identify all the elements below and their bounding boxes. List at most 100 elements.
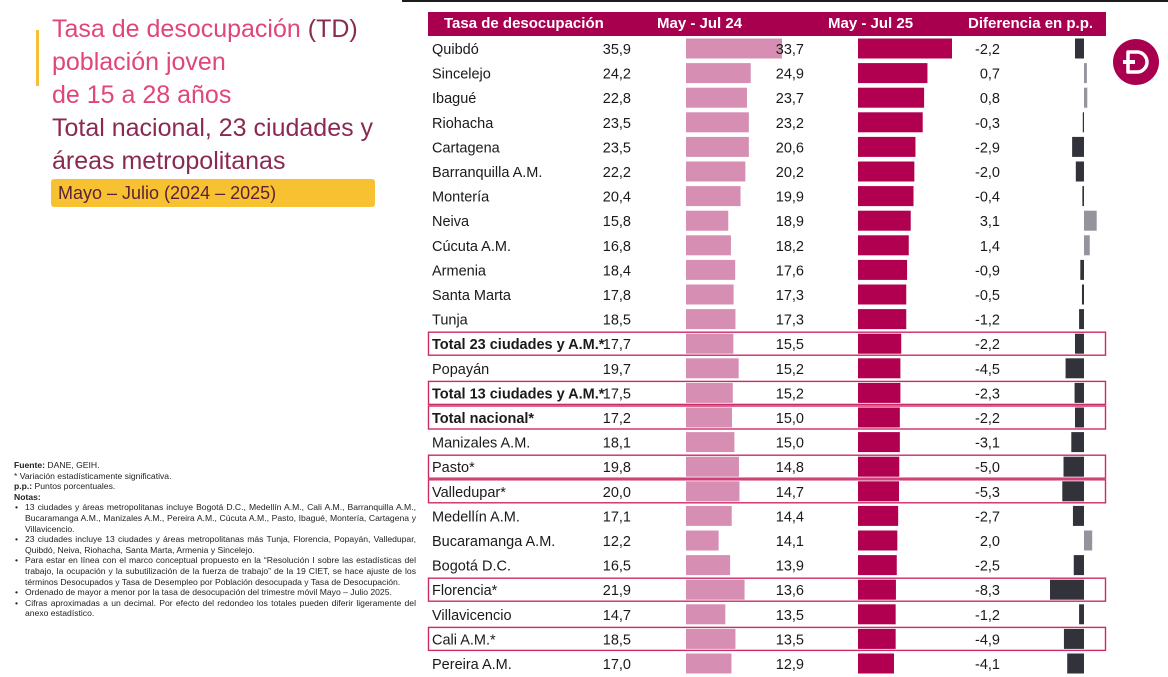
row-label: Cúcuta A.M.: [432, 239, 511, 255]
value-label-2024: 19,7: [603, 362, 631, 378]
row-label: Sincelejo: [432, 67, 491, 83]
difference-bar: [1072, 505, 1084, 526]
value-label-2024: 18,5: [603, 313, 631, 329]
row-label: Bogotá D.C.: [432, 559, 511, 575]
value-label-2024: 14,7: [603, 608, 631, 624]
logo-icon: [1113, 39, 1159, 85]
notes-list: • 13 ciudades y áreas metropolitanas incl…: [14, 502, 416, 619]
bar-2024: [686, 333, 734, 354]
difference-label: 0,8: [980, 91, 1000, 107]
bar-2025: [858, 432, 900, 453]
value-label-2024: 23,5: [603, 116, 631, 132]
note-text: Cifras aproximadas a un decimal. Por efe…: [25, 597, 416, 619]
bar-2024: [686, 382, 733, 403]
difference-label: -1,2: [975, 313, 1000, 329]
pp-text: Puntos porcentuales.: [32, 481, 116, 492]
bar-2024: [686, 505, 732, 526]
value-label-2024: 18,1: [603, 436, 631, 452]
value-label-2025: 13,5: [776, 608, 804, 624]
value-label-2024: 19,8: [603, 460, 631, 476]
difference-bar: [1050, 579, 1084, 600]
difference-bar: [1084, 87, 1088, 108]
period-badge: Mayo – Julio (2024 – 2025): [51, 179, 375, 207]
row-label: Popayán: [432, 362, 489, 378]
bar-2024: [686, 186, 741, 207]
value-label-2024: 23,5: [603, 140, 631, 156]
notes-label: Notas:: [14, 491, 41, 502]
value-label-2024: 24,2: [603, 67, 631, 83]
value-label-2025: 14,8: [776, 460, 804, 476]
notes-heading: Notas:: [14, 492, 416, 503]
row-label: Bucaramanga A.M.: [432, 534, 555, 550]
bar-2025: [858, 456, 900, 477]
value-label-2024: 17,5: [603, 386, 631, 402]
page-title: Tasa de desocupación (TD) población jove…: [52, 13, 402, 178]
bar-2025: [858, 653, 894, 674]
value-label-2025: 15,5: [776, 337, 804, 353]
row-label: Cali A.M.*: [432, 632, 496, 648]
difference-bar: [1062, 481, 1084, 502]
value-label-2024: 17,2: [603, 411, 631, 427]
bar-2024: [686, 259, 736, 280]
value-label-2024: 35,9: [603, 42, 631, 58]
value-label-2024: 20,0: [603, 485, 631, 501]
bar-2025: [858, 87, 925, 108]
row-label: Villavicencio: [432, 608, 512, 624]
bar-2025: [858, 555, 897, 576]
bar-2024: [686, 284, 734, 305]
value-label-2025: 15,2: [776, 386, 804, 402]
difference-bar: [1075, 161, 1084, 182]
difference-label: -3,1: [975, 436, 1000, 452]
note-item: • 23 ciudades incluye 13 ciudades y áreas…: [14, 534, 416, 555]
difference-bar: [1073, 555, 1084, 576]
difference-label: -4,5: [975, 362, 1000, 378]
value-label-2024: 21,9: [603, 583, 631, 599]
value-label-2025: 13,9: [776, 559, 804, 575]
difference-bar: [1084, 210, 1097, 231]
row-label: Medellín A.M.: [432, 509, 520, 525]
row-label: Neiva: [432, 214, 470, 230]
bar-2025: [858, 382, 901, 403]
row-label: Armenia: [432, 263, 487, 279]
difference-label: 2,0: [980, 534, 1000, 550]
value-label-2024: 16,5: [603, 559, 631, 575]
bar-2025: [858, 407, 900, 428]
bar-2024: [686, 112, 749, 133]
bar-2024: [686, 653, 732, 674]
value-label-2024: 17,0: [603, 657, 631, 673]
bar-2025: [858, 112, 923, 133]
bar-2024: [686, 432, 735, 453]
row-label: Total 13 ciudades y A.M.*: [432, 386, 605, 402]
row-label: Barranquilla A.M.: [432, 165, 542, 181]
note-item: • Cifras aproximadas a un decimal. Por ef…: [14, 598, 416, 619]
note-item: • 13 ciudades y áreas metropolitanas incl…: [14, 502, 416, 534]
bar-2025: [858, 333, 902, 354]
bullet-glyph: •: [15, 534, 19, 545]
row-label: Quibdó: [432, 42, 479, 58]
difference-label: -2,2: [975, 337, 1000, 353]
bar-2024: [686, 161, 746, 182]
difference-label: -2,3: [975, 386, 1000, 402]
value-label-2024: 17,7: [603, 337, 631, 353]
row-label: Tunja: [432, 313, 469, 329]
note-item: • Para estar en línea con el marco concep…: [14, 555, 416, 587]
row-label: Montería: [432, 190, 490, 206]
bar-2024: [686, 579, 745, 600]
bar-2025: [858, 210, 911, 231]
row-label: Total nacional*: [432, 411, 534, 427]
title-line5: áreas metropolitanas: [52, 147, 286, 175]
difference-bar: [1067, 653, 1084, 674]
title-line1-dark: (TD): [300, 15, 358, 43]
top-rule: [402, 0, 1168, 2]
table-header: Tasa de desocupación May - Jul 24 May - …: [428, 12, 1106, 36]
bar-2024: [686, 530, 719, 551]
value-label-2024: 15,8: [603, 214, 631, 230]
bar-2025: [858, 63, 928, 84]
bar-2024: [686, 136, 749, 157]
difference-bar: [1081, 284, 1084, 305]
difference-label: 1,4: [980, 239, 1000, 255]
value-label-2025: 17,6: [776, 263, 804, 279]
note-text: Ordenado de mayor a menor por la tasa de…: [25, 587, 392, 598]
highlight-frame: [427, 479, 1107, 504]
value-label-2024: 22,8: [603, 91, 631, 107]
